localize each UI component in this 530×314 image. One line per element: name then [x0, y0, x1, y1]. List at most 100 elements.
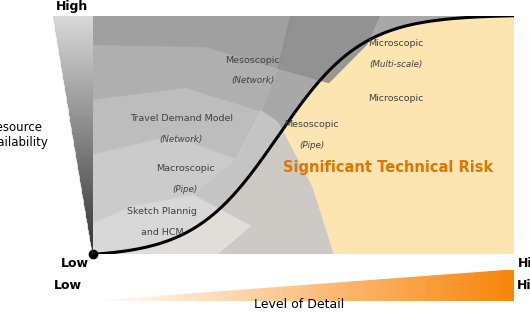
Polygon shape: [74, 140, 93, 142]
Polygon shape: [58, 47, 93, 49]
Polygon shape: [211, 292, 215, 301]
Polygon shape: [476, 273, 480, 301]
Polygon shape: [164, 296, 169, 301]
Polygon shape: [61, 63, 93, 66]
Polygon shape: [73, 133, 93, 135]
Polygon shape: [54, 20, 93, 23]
Polygon shape: [287, 287, 291, 301]
Polygon shape: [67, 97, 93, 99]
Polygon shape: [101, 300, 105, 301]
Polygon shape: [299, 286, 303, 301]
Polygon shape: [443, 275, 447, 301]
Text: (Network): (Network): [160, 135, 203, 144]
Polygon shape: [194, 111, 333, 254]
Polygon shape: [93, 16, 514, 254]
Polygon shape: [430, 276, 434, 301]
Polygon shape: [460, 274, 464, 301]
Polygon shape: [404, 278, 409, 301]
Text: (Multi-scale): (Multi-scale): [369, 60, 423, 69]
Polygon shape: [59, 51, 93, 54]
Polygon shape: [333, 283, 337, 301]
Polygon shape: [417, 277, 421, 301]
Polygon shape: [324, 284, 329, 301]
Text: (Pipe): (Pipe): [173, 185, 198, 194]
Polygon shape: [84, 204, 93, 207]
Polygon shape: [261, 289, 266, 301]
Polygon shape: [86, 214, 93, 216]
Polygon shape: [346, 282, 350, 301]
Polygon shape: [85, 207, 93, 209]
Polygon shape: [375, 280, 379, 301]
Polygon shape: [55, 28, 93, 30]
Polygon shape: [60, 61, 93, 63]
Polygon shape: [81, 183, 93, 185]
Text: High: High: [517, 279, 530, 292]
Polygon shape: [58, 44, 93, 47]
Polygon shape: [80, 173, 93, 176]
Polygon shape: [396, 279, 400, 301]
Polygon shape: [341, 283, 346, 301]
Polygon shape: [66, 95, 93, 97]
Polygon shape: [501, 271, 506, 301]
Polygon shape: [92, 247, 93, 250]
Polygon shape: [76, 156, 93, 159]
Polygon shape: [93, 16, 514, 254]
Polygon shape: [90, 235, 93, 238]
Polygon shape: [87, 223, 93, 226]
Polygon shape: [413, 277, 417, 301]
Polygon shape: [79, 171, 93, 173]
Polygon shape: [493, 271, 497, 301]
Polygon shape: [388, 279, 392, 301]
Polygon shape: [497, 271, 501, 301]
Polygon shape: [274, 288, 278, 301]
Polygon shape: [173, 295, 177, 301]
Polygon shape: [480, 272, 484, 301]
Polygon shape: [66, 92, 93, 95]
Polygon shape: [447, 275, 451, 301]
Polygon shape: [367, 281, 371, 301]
Polygon shape: [354, 282, 358, 301]
Polygon shape: [110, 300, 114, 301]
Polygon shape: [350, 282, 354, 301]
Polygon shape: [57, 42, 93, 44]
Polygon shape: [135, 298, 139, 301]
Polygon shape: [56, 30, 93, 32]
Polygon shape: [71, 126, 93, 128]
Polygon shape: [64, 78, 93, 80]
Polygon shape: [69, 116, 93, 118]
Polygon shape: [143, 297, 147, 301]
Polygon shape: [426, 276, 430, 301]
Text: Resource
Availability: Resource Availability: [0, 121, 48, 149]
Polygon shape: [303, 285, 307, 301]
Polygon shape: [93, 87, 261, 159]
Polygon shape: [84, 202, 93, 204]
Polygon shape: [58, 49, 93, 51]
Polygon shape: [468, 273, 472, 301]
Text: (Network): (Network): [231, 76, 275, 85]
Polygon shape: [75, 149, 93, 152]
Polygon shape: [57, 40, 93, 42]
Polygon shape: [232, 291, 236, 301]
Polygon shape: [93, 16, 291, 68]
Polygon shape: [91, 242, 93, 245]
Polygon shape: [371, 280, 375, 301]
Polygon shape: [89, 228, 93, 230]
Polygon shape: [421, 277, 426, 301]
Polygon shape: [244, 290, 249, 301]
Polygon shape: [74, 144, 93, 147]
Polygon shape: [131, 298, 135, 301]
Polygon shape: [93, 135, 236, 223]
Polygon shape: [207, 293, 211, 301]
Polygon shape: [186, 294, 190, 301]
Polygon shape: [90, 238, 93, 240]
Polygon shape: [438, 275, 443, 301]
Polygon shape: [266, 288, 270, 301]
Polygon shape: [68, 109, 93, 111]
Polygon shape: [60, 59, 93, 61]
Polygon shape: [77, 159, 93, 161]
Polygon shape: [358, 281, 363, 301]
Polygon shape: [62, 71, 93, 73]
Polygon shape: [291, 286, 295, 301]
Polygon shape: [86, 216, 93, 219]
Polygon shape: [270, 288, 274, 301]
